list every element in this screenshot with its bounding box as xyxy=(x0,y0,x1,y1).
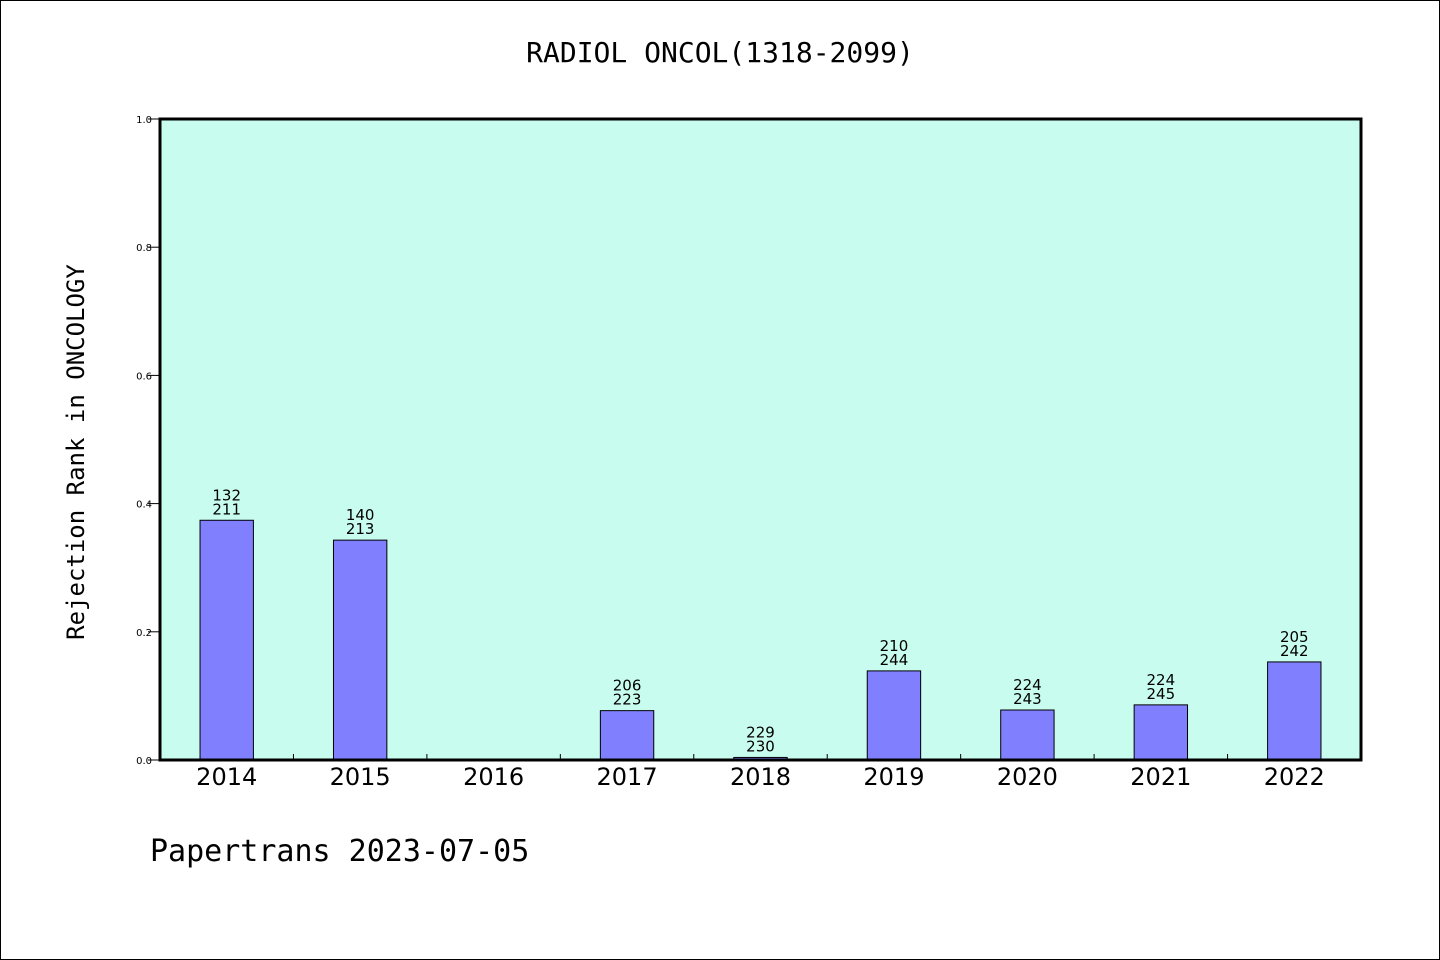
bar-label-bottom-2019: 244 xyxy=(880,651,909,669)
x-tick-label-2021: 2021 xyxy=(1130,763,1191,791)
bar-label-top-2015: 140 xyxy=(346,506,375,524)
bar-2021 xyxy=(1133,704,1189,761)
bar-label-bottom-2014: 211 xyxy=(212,500,241,518)
y-tick-label-0.4: 0.4 xyxy=(136,500,152,511)
bar-label-bottom-2021: 245 xyxy=(1147,685,1176,703)
x-tick-label-2022: 2022 xyxy=(1264,763,1325,791)
x-tick-label-2017: 2017 xyxy=(597,763,658,791)
bar-2022 xyxy=(1267,661,1322,761)
bar-2019 xyxy=(866,670,922,761)
x-tick-label-2014: 2014 xyxy=(196,763,257,791)
x-tick-label-2015: 2015 xyxy=(330,763,391,791)
x-tick-label-2016: 2016 xyxy=(463,763,524,791)
y-tick-label-1.0: 1.0 xyxy=(136,115,152,126)
y-tick-label-0.2: 0.2 xyxy=(136,628,152,639)
bar-label-top-2020: 224 xyxy=(1013,676,1042,694)
y-tick-label-0.6: 0.6 xyxy=(136,371,152,382)
x-tick-label-2019: 2019 xyxy=(863,763,924,791)
bar-label-top-2014: 132 xyxy=(212,486,241,504)
bar-label-top-2022: 205 xyxy=(1280,628,1309,646)
bar-label-bottom-2020: 243 xyxy=(1013,690,1042,708)
bar-label-top-2019: 210 xyxy=(880,637,909,655)
footer-text: Papertrans 2023-07-05 xyxy=(150,834,530,869)
plot-border xyxy=(158,117,1363,762)
bar-label-bottom-2022: 242 xyxy=(1280,642,1309,660)
bar-label-bottom-2015: 213 xyxy=(346,520,375,538)
bar-label-top-2017: 206 xyxy=(613,677,642,695)
bar-label-top-2018: 229 xyxy=(746,723,775,741)
chart-title: RADIOL ONCOL(1318-2099) xyxy=(526,36,914,69)
bar-2014 xyxy=(199,519,254,761)
bar-2015 xyxy=(332,539,388,761)
x-tick-label-2020: 2020 xyxy=(997,763,1058,791)
bar-label-bottom-2018: 230 xyxy=(746,737,775,755)
bar-label-top-2021: 224 xyxy=(1147,671,1176,689)
x-tick-label-2018: 2018 xyxy=(730,763,791,791)
y-tick-label-0.8: 0.8 xyxy=(136,243,152,254)
bar-2017 xyxy=(599,710,655,761)
y-tick-label-0.0: 0.0 xyxy=(136,756,152,767)
bar-2020 xyxy=(1000,709,1055,761)
bar-label-bottom-2017: 223 xyxy=(613,691,642,709)
